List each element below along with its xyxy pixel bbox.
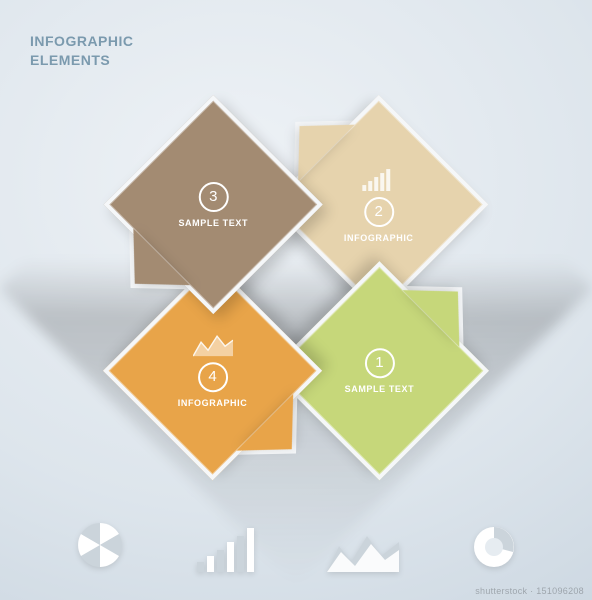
bars-icon (197, 528, 257, 572)
step-label-2: INFOGRAPHIC (344, 233, 414, 243)
step-label-1: SAMPLE TEXT (345, 384, 415, 394)
donut-icon (469, 522, 519, 572)
step-label-4: INFOGRAPHIC (178, 398, 248, 408)
bars-icon (362, 167, 396, 191)
step-number-1: 1 (364, 348, 394, 378)
cycle-diagram: 2 INFOGRAPHIC 1 SAMPLE TEXT (121, 113, 471, 463)
title-line-2: ELEMENTS (30, 51, 134, 70)
diagram-rotor: 2 INFOGRAPHIC 1 SAMPLE TEXT (49, 41, 544, 536)
cycle-arrow-3: 3 SAMPLE TEXT (104, 95, 323, 314)
step-number-4: 4 (198, 362, 228, 392)
area-icon (327, 532, 399, 572)
step-number-2: 2 (364, 197, 394, 227)
area-icon (193, 334, 233, 356)
page-title: INFOGRAPHIC ELEMENTS (30, 32, 134, 70)
watermark: shutterstock · 151096208 (475, 586, 584, 596)
chart-icon-row (0, 518, 592, 572)
step-label-3: SAMPLE TEXT (178, 218, 248, 228)
title-line-1: INFOGRAPHIC (30, 32, 134, 51)
step-number-3: 3 (198, 182, 228, 212)
infographic-canvas: INFOGRAPHIC ELEMENTS 2 (0, 0, 592, 600)
pie-burst-icon (73, 518, 127, 572)
